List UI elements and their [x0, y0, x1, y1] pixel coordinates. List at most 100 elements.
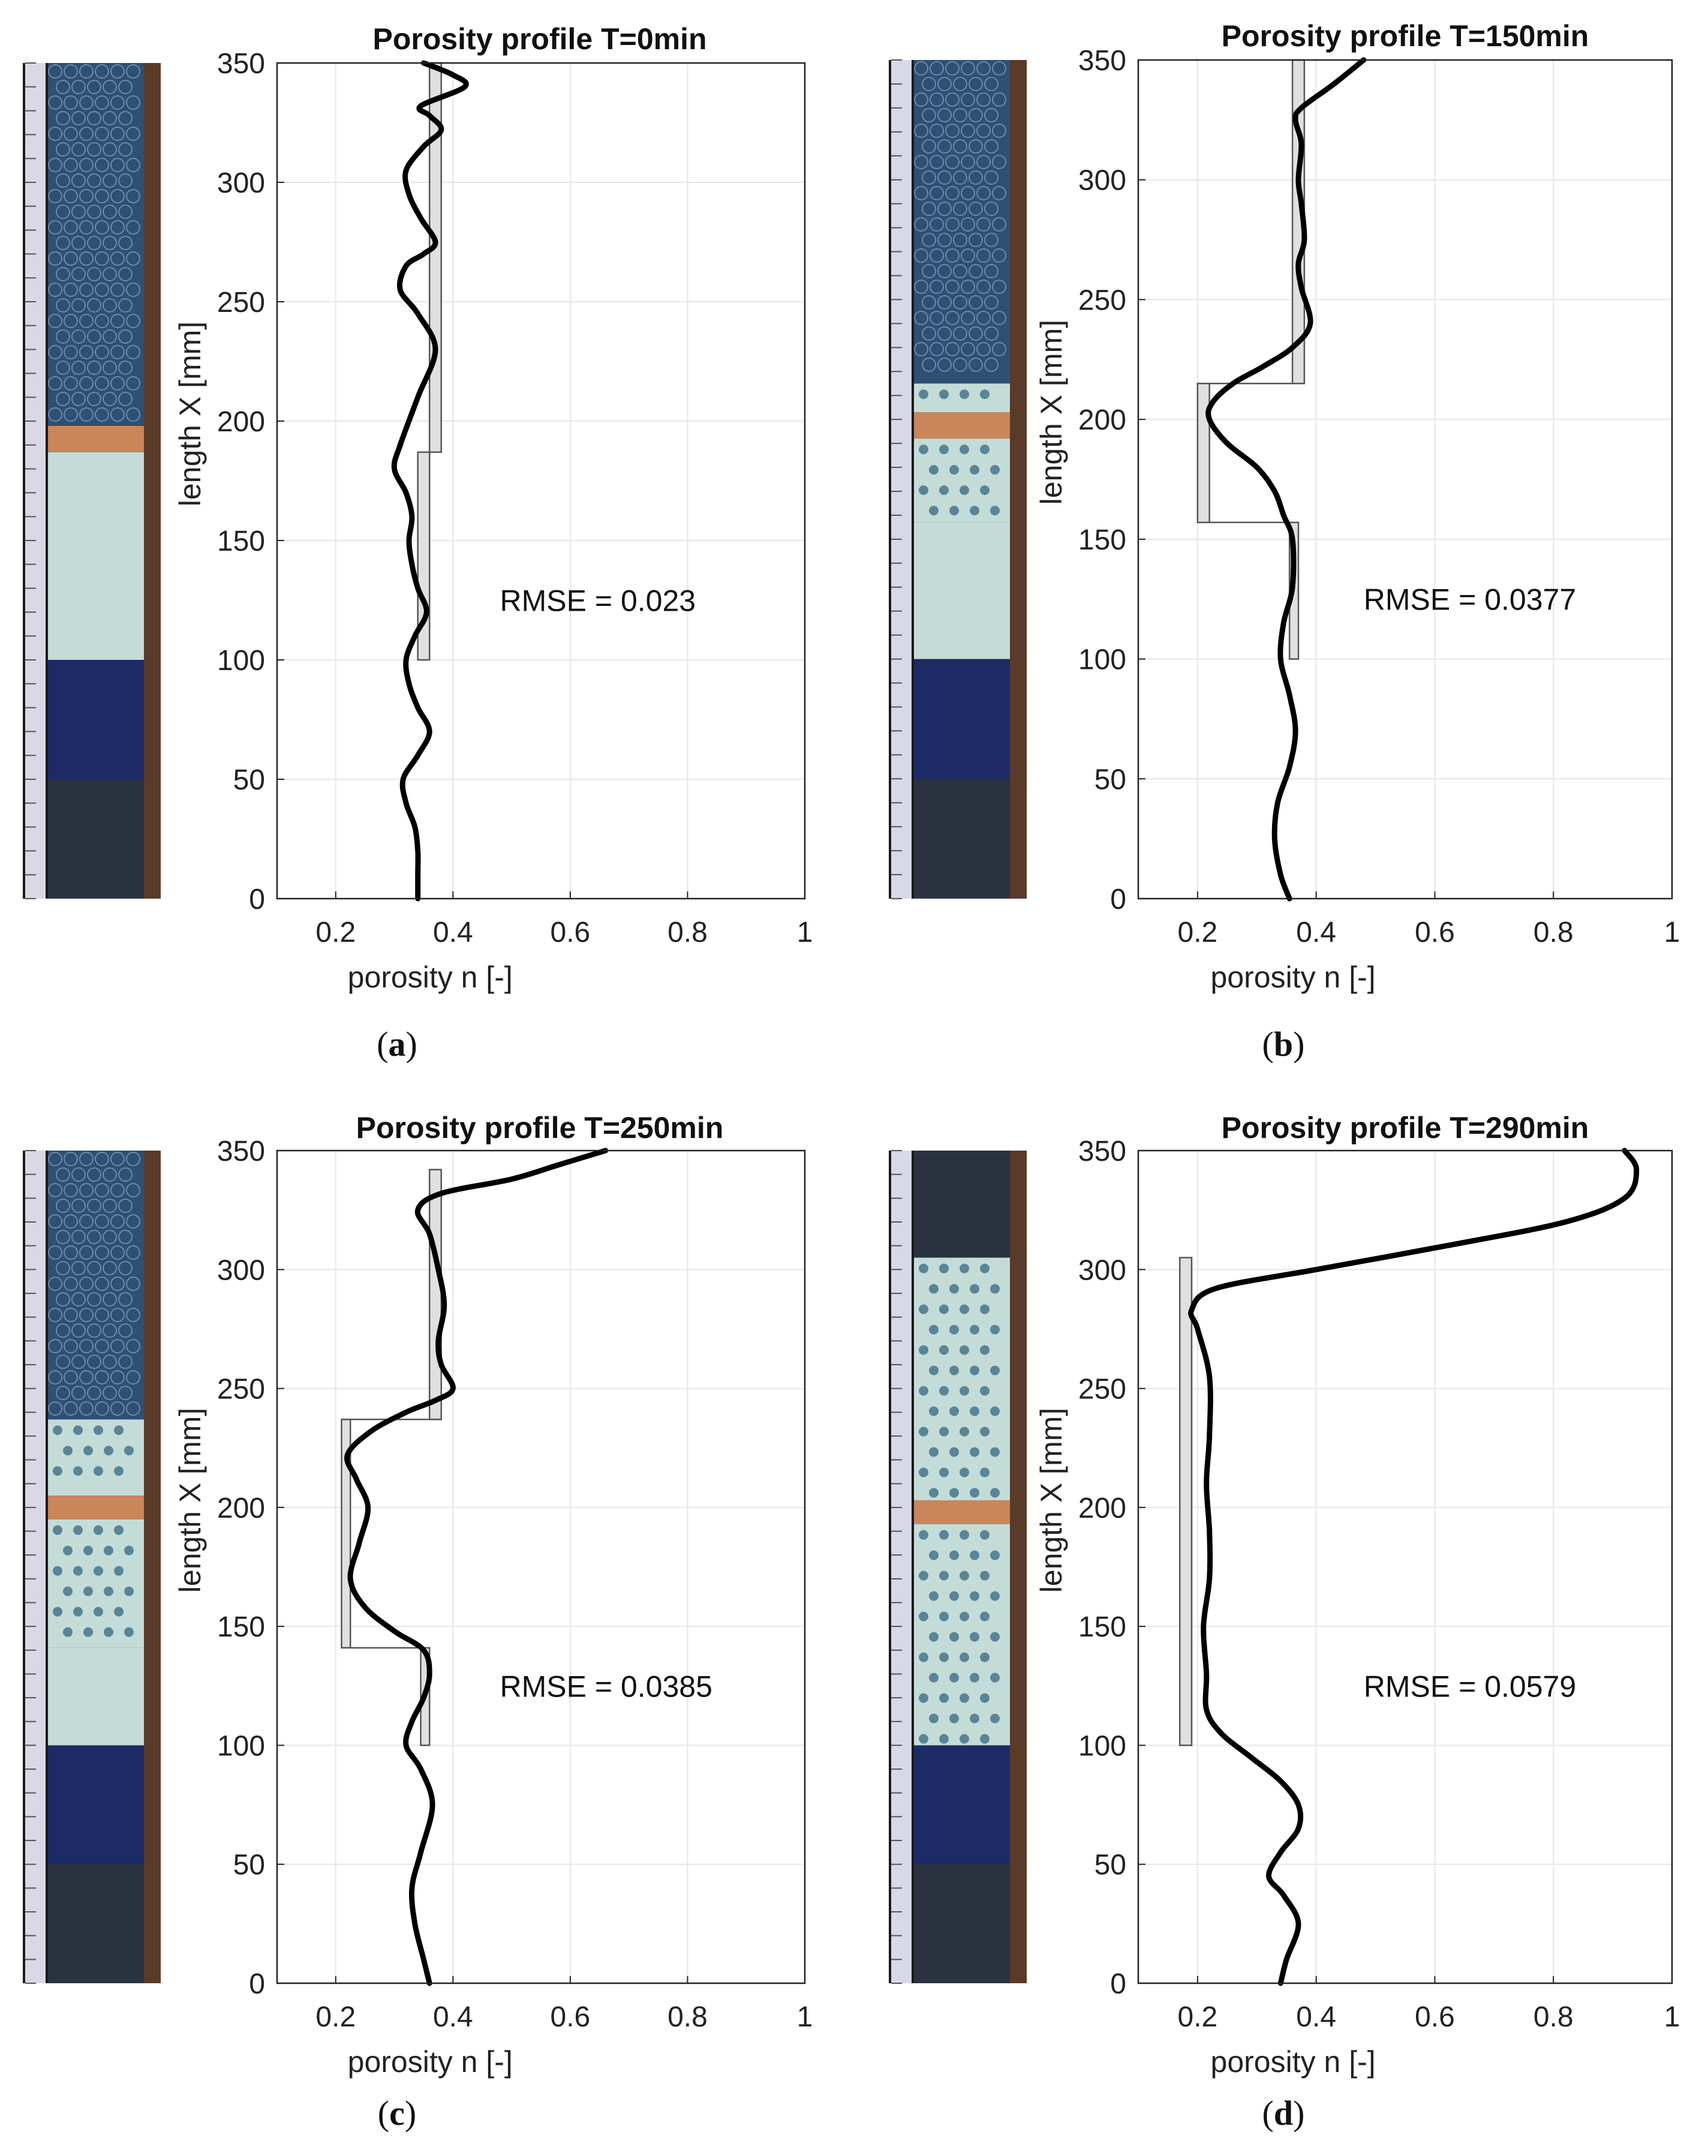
- y-tick-label: 200: [217, 1493, 265, 1524]
- glass-bead: [930, 248, 944, 263]
- glass-bead: [969, 295, 983, 310]
- glass-bead: [79, 1183, 94, 1197]
- eroded-pore-dot: [73, 1525, 83, 1535]
- glass-bead: [103, 392, 117, 406]
- x-tick-label: 0.6: [551, 2001, 591, 2033]
- glass-bead: [992, 280, 1006, 294]
- glass-bead: [87, 1167, 101, 1182]
- eroded-pore-dot: [929, 1365, 939, 1376]
- glass-bead: [969, 77, 983, 91]
- glass-bead: [922, 77, 936, 91]
- glass-bead: [126, 314, 140, 328]
- glass-bead: [914, 155, 928, 169]
- glass-bead: [126, 251, 140, 266]
- glass-bead: [126, 1370, 140, 1385]
- eroded-pore-dot: [960, 389, 969, 400]
- glass-bead: [48, 1308, 62, 1322]
- y-axis-label: length X [mm]: [173, 1408, 207, 1593]
- glass-bead: [56, 142, 70, 157]
- eroded-pore-dot: [949, 1325, 959, 1335]
- glass-bead: [118, 1292, 133, 1307]
- eroded-pore-dot: [990, 1672, 1000, 1683]
- eroded-pore-dot: [94, 1425, 103, 1436]
- glass-bead: [79, 1339, 94, 1353]
- glass-bead: [103, 1355, 117, 1369]
- eroded-pore-dot: [960, 1467, 969, 1478]
- measuring-ruler: [25, 1151, 46, 1983]
- eroded-pore-dot: [960, 485, 969, 496]
- glass-bead: [922, 326, 936, 341]
- x-axis-label: porosity n [-]: [348, 2045, 513, 2079]
- glass-bead: [56, 236, 70, 250]
- eroded-pore-dot: [939, 1386, 949, 1396]
- eroded-pore-dot: [990, 1325, 1000, 1335]
- eroded-pore-dot: [124, 1545, 134, 1556]
- eroded-pore-dot: [939, 1263, 949, 1274]
- glass-bead: [48, 1370, 62, 1385]
- glass-bead: [110, 1277, 125, 1291]
- eroded-pore-dot: [939, 445, 949, 455]
- glass-bead: [48, 1152, 62, 1166]
- eroded-pore-dot: [939, 485, 949, 496]
- eroded-pore-dot: [919, 1263, 928, 1274]
- eroded-pore-dot: [929, 1406, 939, 1416]
- glass-bead: [126, 95, 140, 110]
- eroded-pore-dot: [53, 1525, 62, 1535]
- eroded-pore-dot: [970, 1591, 979, 1601]
- glass-bead: [126, 376, 140, 391]
- glass-bead: [48, 345, 62, 359]
- glass-bead: [95, 1401, 109, 1416]
- glass-bead: [930, 186, 944, 200]
- eroded-pore-dot: [929, 1447, 939, 1457]
- eroded-pore-dot: [919, 1427, 928, 1437]
- eroded-pore-dot: [990, 1406, 1000, 1416]
- x-tick-label: 0.4: [1296, 2001, 1336, 2033]
- glass-bead: [87, 1230, 101, 1244]
- column-layer-dark-gravel: [48, 779, 144, 899]
- eroded-pore-dot: [124, 1446, 134, 1456]
- glass-bead: [103, 1323, 117, 1338]
- glass-bead: [126, 127, 140, 141]
- glass-bead: [118, 361, 133, 375]
- glass-bead: [930, 92, 944, 107]
- eroded-pore-dot: [980, 1611, 990, 1621]
- glass-bead: [953, 295, 967, 310]
- glass-bead: [64, 251, 78, 266]
- x-tick-label: 0.8: [1533, 917, 1574, 948]
- glass-bead: [87, 205, 101, 219]
- glass-bead: [48, 220, 62, 235]
- glass-bead: [110, 220, 125, 235]
- glass-bead: [64, 1152, 78, 1166]
- glass-bead: [118, 1261, 133, 1275]
- glass-bead: [976, 124, 991, 138]
- glass-bead: [95, 1370, 109, 1385]
- glass-bead: [79, 407, 94, 422]
- x-tick-label: 0.2: [315, 917, 356, 948]
- eroded-pore-dot: [980, 1571, 990, 1581]
- glass-bead: [976, 186, 991, 200]
- glass-bead: [126, 1401, 140, 1416]
- panel-label-close: ): [1293, 2094, 1304, 2133]
- column-layer-blue-beads: [48, 660, 144, 779]
- chart-title: Porosity profile T=290min: [1222, 1111, 1589, 1145]
- y-tick-label: 300: [1078, 165, 1126, 197]
- eroded-pore-dot: [949, 1406, 959, 1416]
- glass-bead: [71, 1261, 86, 1275]
- glass-bead: [71, 111, 86, 125]
- eroded-pore-dot: [980, 1734, 990, 1744]
- column-photo: [889, 1150, 1027, 1984]
- glass-bead: [110, 251, 125, 266]
- glass-bead: [984, 77, 999, 91]
- glass-bead: [953, 202, 967, 216]
- y-tick-label: 300: [1078, 1254, 1126, 1286]
- eroded-pore-dot: [949, 506, 959, 516]
- glass-bead: [126, 1339, 140, 1353]
- glass-bead: [71, 80, 86, 94]
- glass-bead: [103, 236, 117, 250]
- glass-bead: [992, 92, 1006, 107]
- glass-bead: [103, 173, 117, 188]
- eroded-pore-dot: [980, 1530, 990, 1540]
- glass-bead: [969, 170, 983, 185]
- eroded-pore-dot: [960, 1345, 969, 1355]
- x-tick-label: 0.8: [667, 917, 708, 948]
